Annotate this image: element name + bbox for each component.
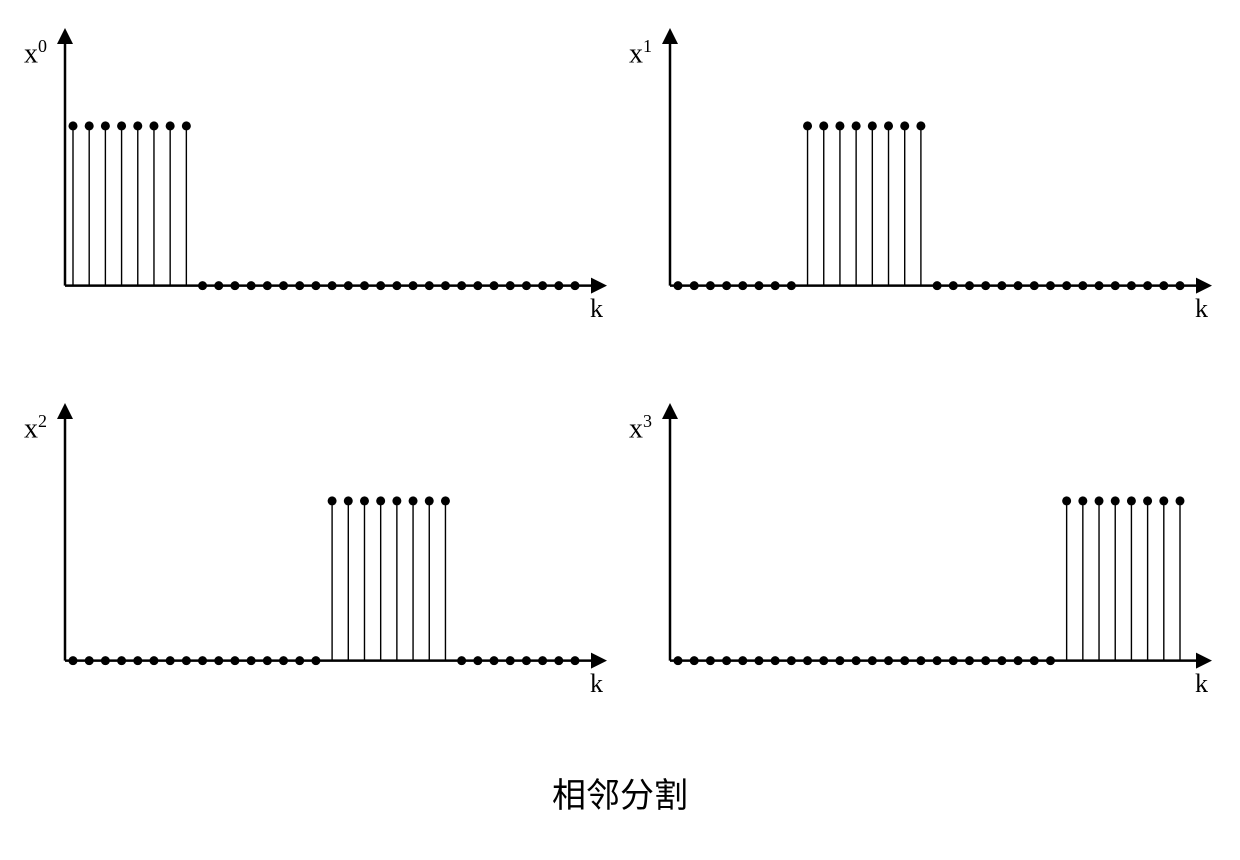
stem-plot	[625, 395, 1220, 740]
stem-plot	[20, 20, 615, 365]
stem-plot	[625, 20, 1220, 365]
stem-panel: x0k	[20, 20, 615, 365]
panel-grid: x0kx1kx2kx3k	[20, 20, 1220, 740]
stem-panel: x2k	[20, 395, 615, 740]
stem-panel: x1k	[625, 20, 1220, 365]
stem-plot	[20, 395, 615, 740]
figure-caption: 相邻分割	[0, 768, 1240, 817]
stem-panel: x3k	[625, 395, 1220, 740]
